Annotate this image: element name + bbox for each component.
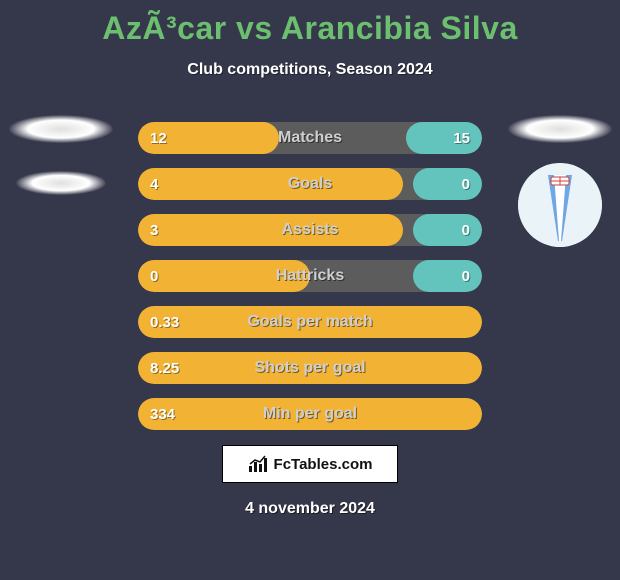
- stat-row: Goals40: [138, 168, 482, 200]
- club-crest: [518, 163, 602, 247]
- page-title: AzÃ³car vs Arancibia Silva: [0, 0, 620, 47]
- stat-value-left: 12: [150, 130, 167, 147]
- stat-value-right: 0: [462, 176, 470, 193]
- stat-row: Goals per match0.33: [138, 306, 482, 338]
- stat-fill-right: [406, 122, 482, 154]
- stat-value-left: 334: [150, 406, 175, 423]
- chart-icon: [248, 455, 270, 473]
- stat-fill-left: [138, 168, 403, 200]
- right-shadow-1: [508, 115, 612, 143]
- stat-value-left: 3: [150, 222, 158, 239]
- stat-value-left: 0.33: [150, 314, 179, 331]
- stat-fill-right: [413, 260, 482, 292]
- stat-row: Assists30: [138, 214, 482, 246]
- stat-value-right: 0: [462, 222, 470, 239]
- stat-value-right: 15: [453, 130, 470, 147]
- stat-fill-left: [138, 398, 482, 430]
- stat-fill-right: [413, 214, 482, 246]
- stat-fill-left: [138, 260, 310, 292]
- stat-value-right: 0: [462, 268, 470, 285]
- left-shadow-1: [9, 115, 113, 143]
- stat-fill-right: [413, 168, 482, 200]
- left-badge-column: [8, 115, 113, 195]
- stat-row: Hattricks00: [138, 260, 482, 292]
- crest-icon: [518, 163, 602, 247]
- stat-value-left: 0: [150, 268, 158, 285]
- footer-brand-box: FcTables.com: [222, 445, 398, 483]
- left-shadow-2: [16, 171, 106, 195]
- stat-row: Min per goal334: [138, 398, 482, 430]
- subtitle: Club competitions, Season 2024: [0, 61, 620, 79]
- footer-date: 4 november 2024: [0, 500, 620, 518]
- stats-container: Matches1215Goals40Assists30Hattricks00Go…: [138, 122, 482, 430]
- footer-brand-text: FcTables.com: [274, 456, 373, 473]
- stat-row: Matches1215: [138, 122, 482, 154]
- stat-value-left: 8.25: [150, 360, 179, 377]
- right-badge-column: [507, 115, 612, 247]
- stat-fill-left: [138, 214, 403, 246]
- stat-row: Shots per goal8.25: [138, 352, 482, 384]
- stat-value-left: 4: [150, 176, 158, 193]
- stat-fill-left: [138, 306, 482, 338]
- stat-fill-left: [138, 352, 482, 384]
